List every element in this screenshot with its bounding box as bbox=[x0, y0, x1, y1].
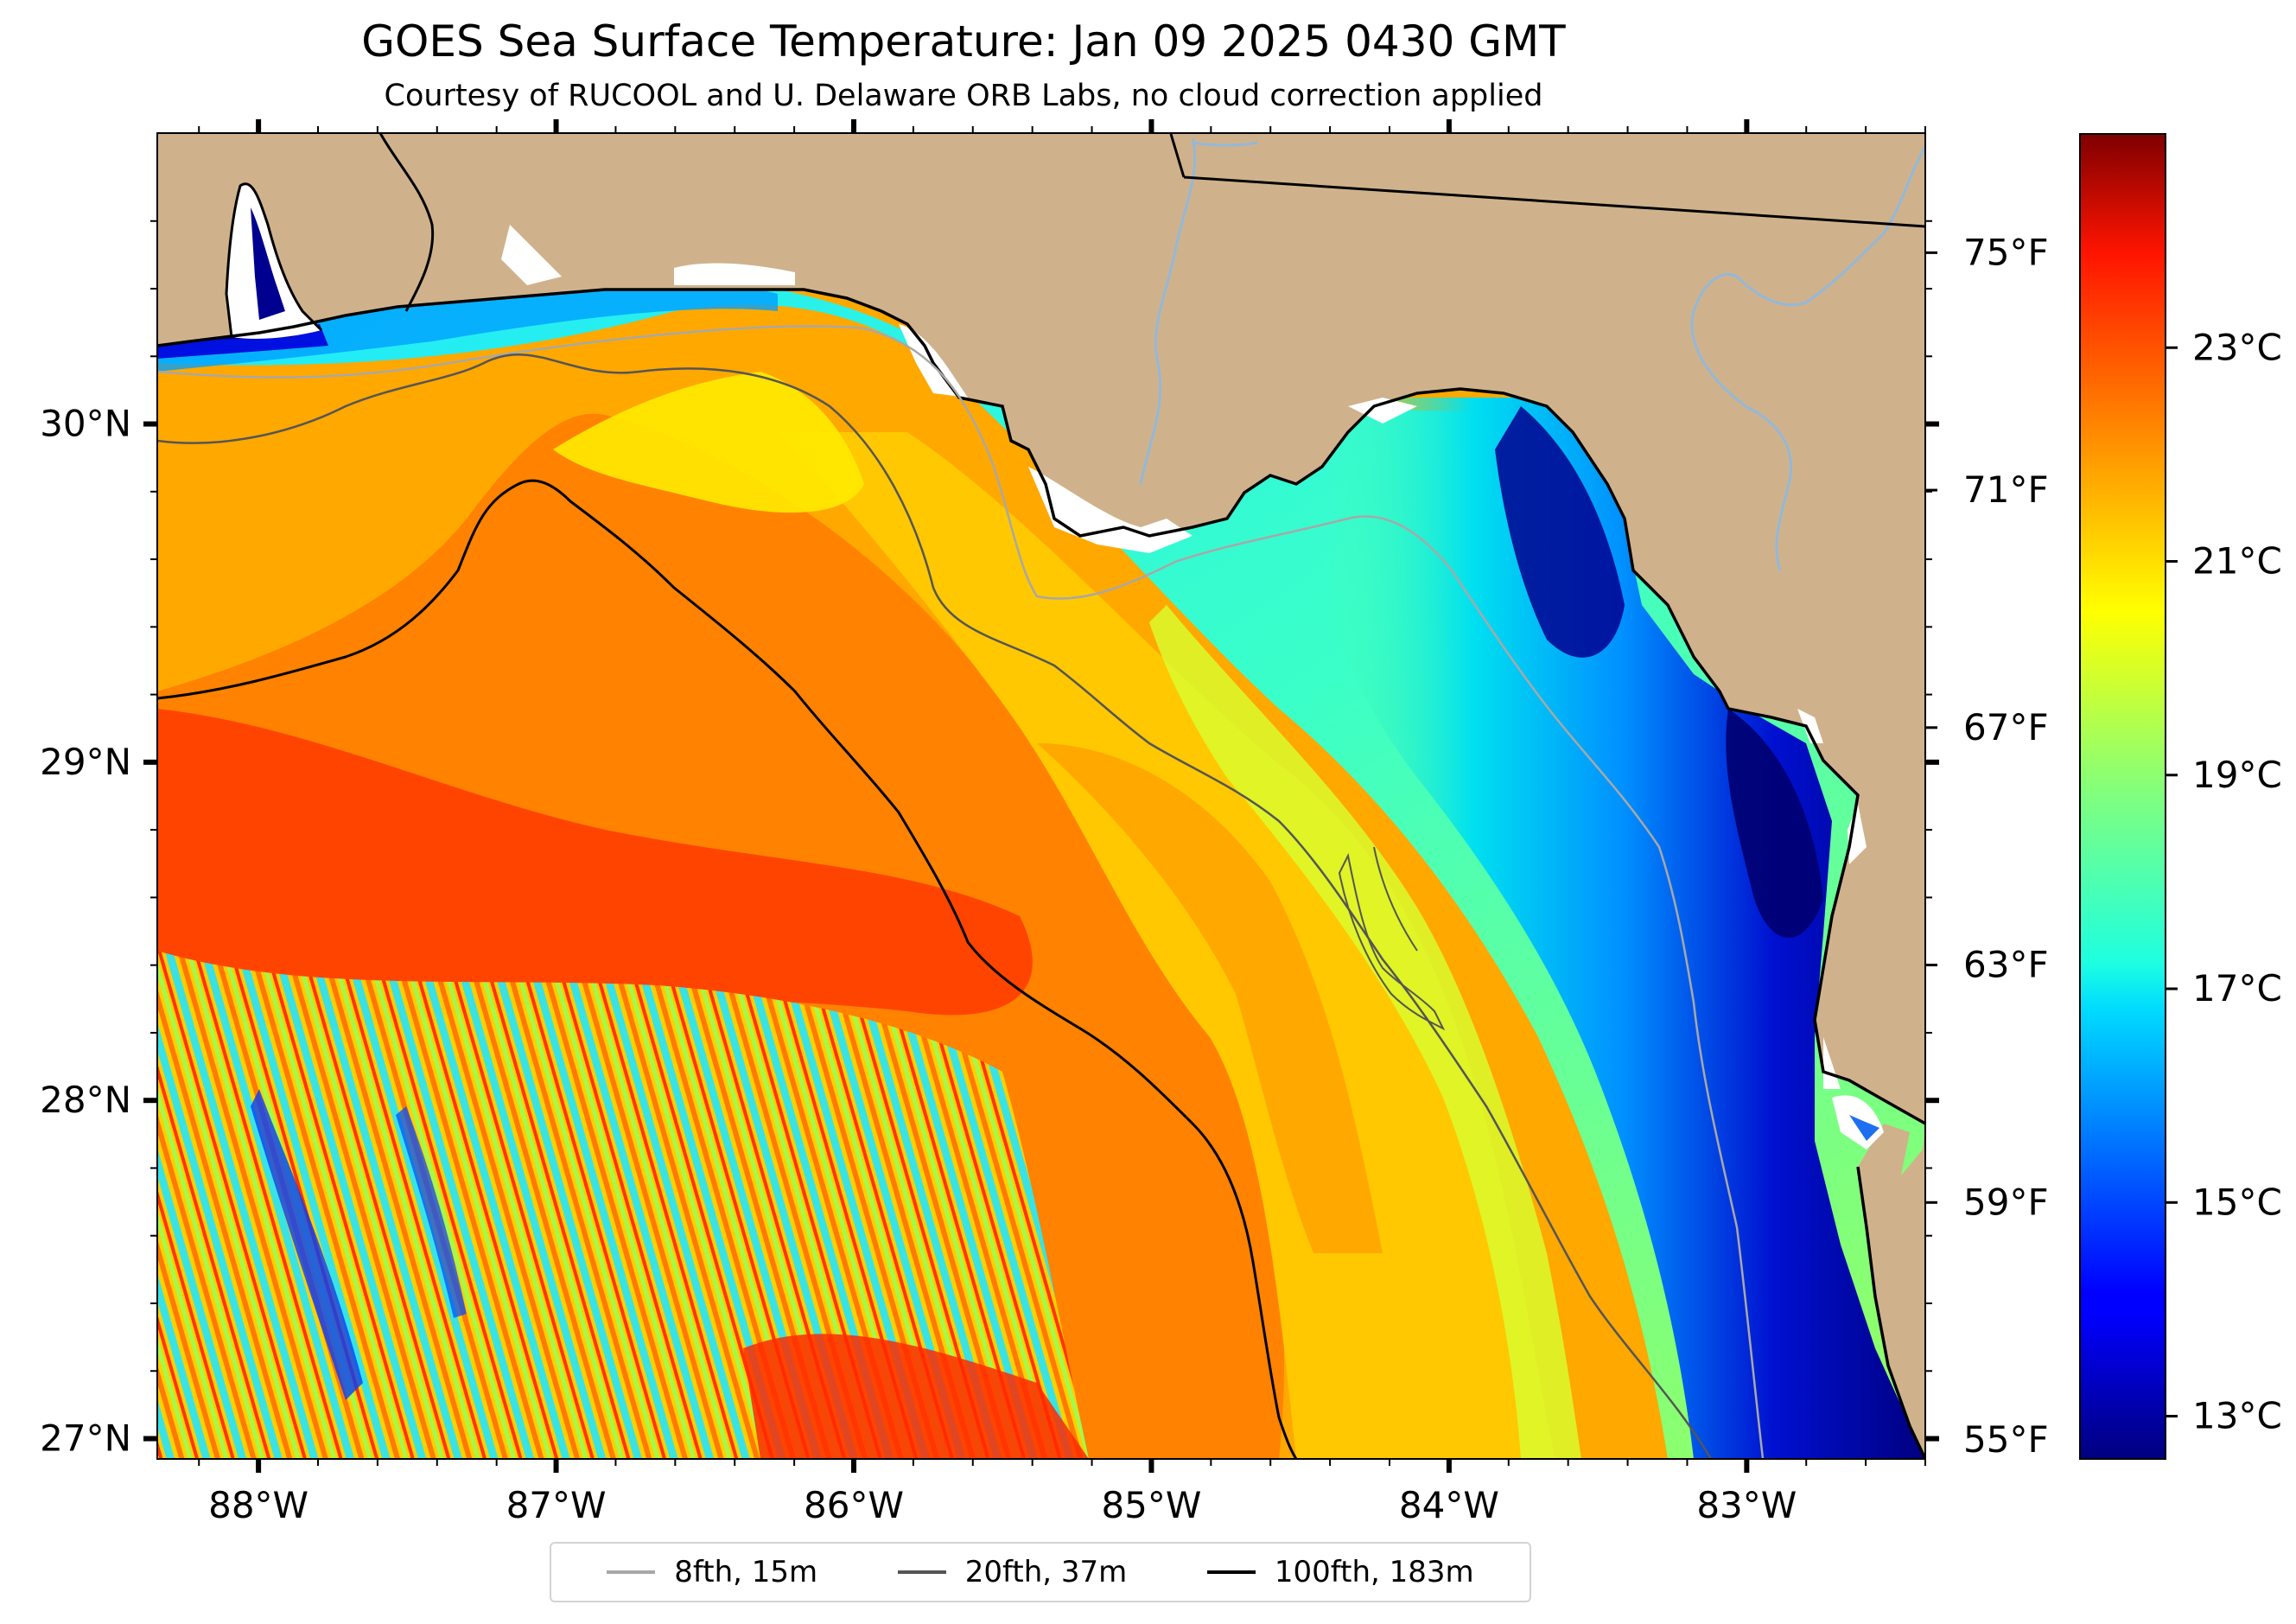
legend-item: 100fth, 183m bbox=[1206, 1555, 1474, 1589]
fahrenheit-tick-label: 55°F bbox=[1963, 1418, 2049, 1461]
land bbox=[157, 133, 1925, 1459]
colorbar-tick-label: 21°C bbox=[2192, 540, 2282, 583]
fahrenheit-axis: 75°F 71°F 67°F 63°F 59°F 55°F bbox=[1925, 220, 2049, 1461]
fahrenheit-tick-label: 59°F bbox=[1963, 1181, 2049, 1223]
plot-frame bbox=[156, 132, 1926, 1460]
lon-tick-label: 86°W bbox=[804, 1484, 904, 1526]
colorbar-frame bbox=[2079, 133, 2166, 1460]
isobaths bbox=[157, 325, 1765, 1459]
lat-tick-label: 30°N bbox=[40, 403, 131, 445]
map-subtitle: Courtesy of RUCOOL and U. Delaware ORB L… bbox=[384, 79, 1543, 113]
colorbar-tick-label: 15°C bbox=[2192, 1181, 2282, 1223]
mobile-river bbox=[378, 133, 435, 312]
legend-line-swatch bbox=[897, 1570, 946, 1574]
isobath-legend: 8fth, 15m 20fth, 37m 100fth, 183m bbox=[550, 1542, 1531, 1602]
colorbar-gradient bbox=[2080, 134, 2166, 1459]
legend-label: 100fth, 183m bbox=[1274, 1555, 1474, 1589]
rivers bbox=[1139, 137, 1925, 571]
colorbar: 23°C 21°C 19°C 17°C 15°C 13°C bbox=[2079, 133, 2282, 1460]
legend-item: 8fth, 15m bbox=[607, 1555, 817, 1589]
lon-tick-label: 87°W bbox=[506, 1484, 607, 1526]
lat-tick-label: 27°N bbox=[40, 1417, 131, 1460]
map-title: GOES Sea Surface Temperature: Jan 09 202… bbox=[361, 16, 1566, 67]
coastline bbox=[157, 288, 1925, 1125]
isobath-20fth bbox=[157, 353, 1713, 1459]
lon-tick-label: 83°W bbox=[1696, 1484, 1797, 1526]
lon-tick-label: 84°W bbox=[1399, 1484, 1499, 1526]
lon-axis-bottom: 88°W 87°W 86°W 85°W 84°W 83°W bbox=[198, 1459, 1926, 1526]
mobile-bay-coast bbox=[225, 182, 323, 338]
fahrenheit-tick-label: 75°F bbox=[1963, 231, 2049, 273]
state-border bbox=[1183, 175, 1925, 228]
colorbar-ticks: 23°C 21°C 19°C 17°C 15°C 13°C bbox=[2166, 326, 2282, 1437]
legend-label: 20fth, 37m bbox=[964, 1555, 1128, 1589]
lon-axis-top bbox=[198, 119, 1926, 133]
legend-line-swatch bbox=[607, 1570, 656, 1574]
legend-line-swatch bbox=[1206, 1570, 1256, 1574]
colorbar-tick-label: 13°C bbox=[2192, 1395, 2282, 1437]
state-border-vertical bbox=[1169, 133, 1186, 178]
legend-label: 8fth, 15m bbox=[674, 1555, 818, 1589]
coastline-south bbox=[1856, 1166, 1925, 1459]
lat-axis-left: 30°N 29°N 28°N 27°N bbox=[40, 220, 157, 1460]
colorbar-tick-label: 17°C bbox=[2192, 967, 2282, 1009]
fahrenheit-tick-label: 71°F bbox=[1963, 468, 2049, 511]
fahrenheit-tick-label: 63°F bbox=[1963, 944, 2049, 986]
lon-tick-label: 88°W bbox=[208, 1484, 308, 1526]
lon-tick-label: 85°W bbox=[1101, 1484, 1201, 1526]
lat-tick-label: 29°N bbox=[40, 741, 131, 783]
isobath-100fth bbox=[157, 479, 1298, 1459]
sst-raster bbox=[157, 133, 1925, 1459]
fahrenheit-tick-label: 67°F bbox=[1963, 706, 2049, 748]
colorbar-tick-label: 19°C bbox=[2192, 754, 2282, 796]
isobath-8fth bbox=[157, 325, 1765, 1459]
legend-item: 20fth, 37m bbox=[897, 1555, 1128, 1589]
no-data-fringe bbox=[1348, 398, 1867, 1089]
lat-tick-label: 28°N bbox=[40, 1079, 131, 1121]
colorbar-tick-label: 23°C bbox=[2192, 326, 2282, 368]
